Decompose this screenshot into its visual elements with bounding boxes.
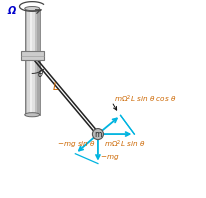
- Text: L: L: [53, 82, 58, 91]
- Polygon shape: [21, 51, 44, 60]
- Ellipse shape: [25, 113, 40, 117]
- Text: $m\Omega^2 L$ sin $\theta$ cos $\theta$: $m\Omega^2 L$ sin $\theta$ cos $\theta$: [114, 94, 176, 105]
- Polygon shape: [27, 9, 30, 115]
- Polygon shape: [35, 9, 37, 115]
- Polygon shape: [30, 9, 32, 115]
- Polygon shape: [25, 9, 27, 115]
- Text: θ: θ: [37, 70, 42, 79]
- Text: m: m: [94, 129, 102, 139]
- Polygon shape: [37, 9, 40, 115]
- Text: $-mg$ sin $\theta$: $-mg$ sin $\theta$: [57, 139, 96, 149]
- Circle shape: [92, 129, 103, 140]
- Polygon shape: [32, 9, 35, 115]
- Text: $m\Omega^2 L$ sin $\theta$: $m\Omega^2 L$ sin $\theta$: [104, 139, 145, 150]
- Text: Ω: Ω: [7, 6, 15, 15]
- Ellipse shape: [25, 7, 40, 11]
- Text: $-mg$: $-mg$: [100, 153, 119, 162]
